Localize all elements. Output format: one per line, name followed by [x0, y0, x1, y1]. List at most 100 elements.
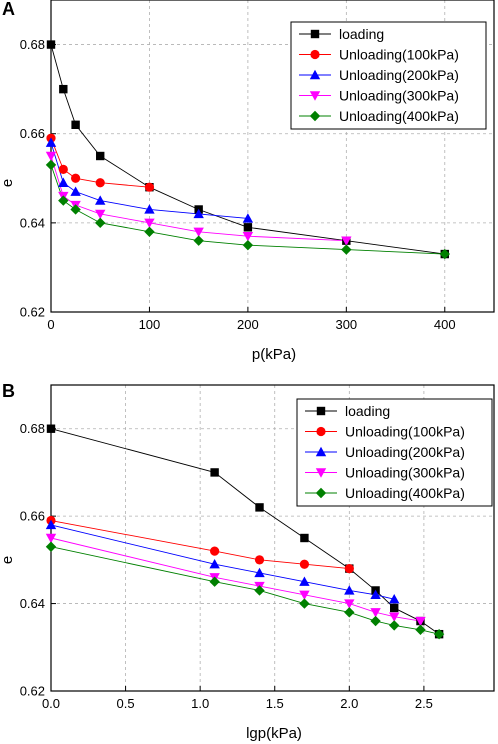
panel-a-data-point-1 [95, 178, 105, 188]
panel-a: A e p(kPa) 0 100 200 300 400 0.62 0.64 0.66 0.68… [0, 0, 495, 363]
panel-a-legend-marker-4 [309, 110, 321, 122]
panel-a-data-point-0 [59, 84, 68, 94]
panel-b-x-tick-label: 2.0 [340, 696, 358, 711]
panel-b-x-tick-label: 2.5 [415, 696, 433, 711]
panel-a-data-point-3 [45, 151, 57, 162]
panel-b-x-tick-label: 1.0 [191, 696, 209, 711]
panel-a-data-point-4 [144, 226, 155, 237]
panel-b-data-point-4 [389, 620, 400, 631]
panel-b-legend-marker-1 [316, 426, 326, 437]
panel-a-legend-marker-1 [310, 49, 320, 60]
panel-b-legend-label-0: loading [345, 403, 390, 419]
panel-a-legend-marker-0 [310, 29, 320, 39]
panel-b-data-point-0 [390, 603, 399, 613]
panel-b-label: B [2, 381, 15, 401]
panel-b-data-point-4 [299, 598, 310, 609]
panel-b-y-tick-label: 0.66 [20, 509, 45, 524]
panel-a-data-point-2 [58, 177, 69, 187]
panel-b-legend-marker-4 [315, 487, 327, 499]
panel-b-legend-label-2: Unloading(200kPa) [345, 444, 465, 460]
panel-b-legend-label-4: Unloading(400kPa) [345, 485, 465, 501]
panel-b-data-point-1 [254, 555, 265, 565]
panel-b-data-point-2 [344, 585, 355, 595]
panel-a-data-point-0 [46, 40, 56, 49]
panel-b-x-tick-label: 1.5 [266, 696, 284, 711]
panel-b-legend-marker-0 [316, 406, 326, 416]
panel-b-data-point-1 [344, 564, 354, 574]
panel-b-y-tick-label: 0.68 [20, 421, 45, 436]
panel-b-legend-marker-3 [315, 468, 327, 478]
panel-a-data-point-2 [193, 208, 204, 219]
panel-a-data-point-0 [71, 120, 80, 129]
panel-a-data-point-4 [341, 244, 352, 255]
panel-b-y-tick-label: 0.62 [20, 684, 45, 699]
panel-a-data-point-2 [70, 186, 81, 196]
panel-a-y-tick-label: 0.64 [20, 215, 45, 230]
panel-a-data-point-0 [243, 223, 253, 232]
panel-a-data-point-4 [45, 159, 57, 171]
panel-b-x-tick-label: 0.5 [117, 696, 135, 711]
panel-b-x-tick-label: 0.0 [42, 696, 60, 711]
panel-a-data-point-2 [144, 204, 155, 214]
panel-a-data-point-4 [58, 195, 69, 206]
panel-b-data-point-2 [45, 519, 57, 530]
panel-b-x-axis-label: lgp(kPa) [246, 725, 302, 742]
panel-a-legend-label-2: Unloading(200kPa) [339, 67, 459, 83]
panel-a-x-tick-label: 400 [434, 317, 456, 332]
panel-a-data-point-4 [242, 239, 254, 251]
panel-a-legend-label-4: Unloading(400kPa) [339, 108, 459, 124]
panel-a-legend-label-0: loading [339, 26, 384, 42]
panel-b-data-point-4 [45, 541, 57, 552]
panel-b-data-point-4 [415, 624, 426, 635]
panel-a-data-point-2 [95, 195, 106, 205]
panel-b-data-point-4 [344, 607, 355, 618]
panel-b-data-point-3 [45, 533, 57, 544]
panel-b-data-point-2 [389, 594, 400, 604]
panel-b-y-axis-label: e [0, 556, 16, 564]
panel-a-legend-label-3: Unloading(300kPa) [339, 88, 459, 104]
panel-a-data-point-2 [45, 137, 57, 147]
panel-a-label: A [2, 0, 15, 19]
panel-a-y-tick-label: 0.66 [20, 126, 45, 141]
panel-a-data-point-0 [96, 151, 105, 161]
panel-b-data-point-3 [389, 612, 400, 622]
panel-a-data-point-4 [193, 235, 204, 246]
panel-b-data-point-1 [299, 559, 310, 569]
panel-b-data-point-0 [210, 468, 219, 477]
panel-a-data-point-3 [242, 232, 254, 242]
panel-a-x-tick-label: 0 [47, 317, 54, 332]
panel-a-x-axis-label: p(kPa) [252, 346, 296, 363]
panel-b-data-point-2 [299, 576, 310, 586]
panel-b-data-point-0 [300, 533, 309, 543]
panel-a-legend-marker-2 [309, 69, 321, 80]
panel-b-series-line-3 [50, 537, 421, 622]
panel-b-data-point-4 [254, 585, 265, 596]
panel-a-y-tick-label: 0.68 [20, 37, 45, 52]
panel-b-data-point-1 [210, 546, 220, 556]
panel-a-data-point-1 [71, 173, 81, 183]
panel-b: B e lgp(kPa) 0.0 0.5 1.0 1.5 2.0 2.5 0.62 0.64 0… [0, 381, 495, 742]
panel-b-data-point-4 [209, 576, 220, 587]
panel-a-x-tick-label: 200 [237, 317, 259, 332]
panel-a-y-axis-label: e [0, 179, 16, 187]
panel-a-legend-marker-3 [309, 91, 321, 101]
panel-b-legend-marker-2 [315, 446, 327, 457]
panel-a-data-point-3 [144, 218, 155, 229]
panel-b-series-line-4 [50, 546, 440, 635]
panel-a-data-point-4 [439, 248, 450, 260]
panel-b-y-tick-label: 0.64 [20, 596, 45, 611]
panel-a-x-tick-label: 100 [139, 317, 161, 332]
panel-a-data-point-3 [193, 227, 204, 237]
panel-b-data-point-3 [344, 599, 355, 609]
panel-a-data-point-3 [341, 236, 352, 246]
panel-a-data-point-4 [95, 217, 106, 229]
panel-a-data-point-3 [95, 209, 106, 220]
panel-a-y-tick-label: 0.62 [20, 305, 45, 320]
panel-a-data-point-4 [70, 204, 81, 215]
panel-b-data-point-0 [46, 424, 56, 433]
panel-b-data-point-3 [299, 590, 310, 601]
panel-b-data-point-2 [209, 559, 220, 569]
panel-b-data-point-2 [254, 567, 265, 578]
panel-b-data-point-3 [370, 608, 381, 618]
